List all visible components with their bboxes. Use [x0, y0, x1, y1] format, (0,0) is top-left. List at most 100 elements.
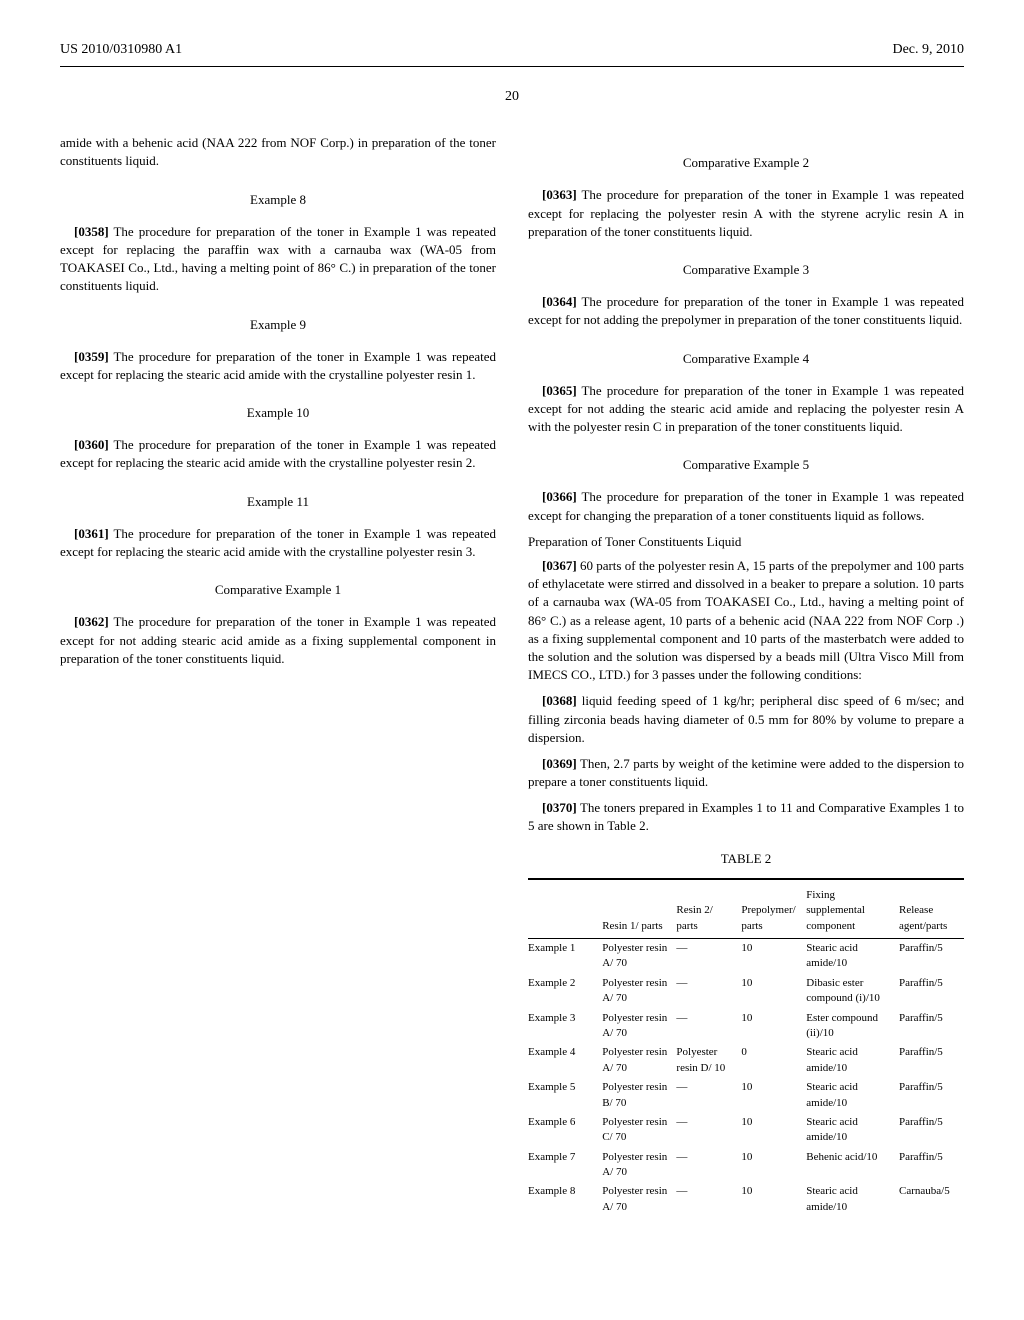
paragraph-number: [0367]	[542, 558, 577, 573]
paragraph-number: [0370]	[542, 800, 577, 815]
table-header-cell: Release agent/parts	[899, 884, 964, 939]
paragraph-number: [0368]	[542, 693, 577, 708]
table-cell: Polyester resin A/ 70	[602, 1148, 676, 1183]
paragraph-number: [0362]	[74, 614, 109, 629]
paragraph-text: The procedure for preparation of the ton…	[60, 526, 496, 559]
paragraph-number: [0358]	[74, 224, 109, 239]
table-row: Example 6Polyester resin C/ 70—10Stearic…	[528, 1113, 964, 1148]
right-column: Comparative Example 2 [0363] The procedur…	[528, 134, 964, 1217]
paragraph-text: The procedure for preparation of the ton…	[528, 294, 964, 327]
table-cell: 10	[741, 1182, 806, 1217]
table-row: Example 3Polyester resin A/ 70—10Ester c…	[528, 1009, 964, 1044]
header-rule	[60, 66, 964, 67]
table-row: Example 7Polyester resin A/ 70—10Behenic…	[528, 1148, 964, 1183]
table-cell: Stearic acid amide/10	[806, 938, 899, 973]
table-header-cell	[528, 884, 602, 939]
paragraph: [0368] liquid feeding speed of 1 kg/hr; …	[528, 692, 964, 747]
table-header-cell: Resin 2/ parts	[676, 884, 741, 939]
table-cell: 10	[741, 1148, 806, 1183]
table-cell: Polyester resin A/ 70	[602, 1043, 676, 1078]
table-cell: Example 2	[528, 974, 602, 1009]
section-title: Example 10	[60, 404, 496, 422]
table-cell: Polyester resin A/ 70	[602, 1182, 676, 1217]
section-title: Comparative Example 2	[528, 154, 964, 172]
table-cell: 10	[741, 974, 806, 1009]
paragraph-number: [0360]	[74, 437, 109, 452]
table-cell: Polyester resin A/ 70	[602, 974, 676, 1009]
table-cell: —	[676, 1078, 741, 1113]
paragraph-number: [0364]	[542, 294, 577, 309]
table-cell: Stearic acid amide/10	[806, 1078, 899, 1113]
table-cell: Example 7	[528, 1148, 602, 1183]
paragraph-text: The toners prepared in Examples 1 to 11 …	[528, 800, 964, 833]
paragraph: [0358] The procedure for preparation of …	[60, 223, 496, 296]
table-2: Resin 1/ partsResin 2/ partsPrepolymer/ …	[528, 878, 964, 1217]
paragraph-number: [0365]	[542, 383, 577, 398]
section-title: Comparative Example 5	[528, 456, 964, 474]
section-title: Comparative Example 3	[528, 261, 964, 279]
table-cell: Stearic acid amide/10	[806, 1182, 899, 1217]
table-cell: 10	[741, 1009, 806, 1044]
table-cell: 10	[741, 1113, 806, 1148]
paragraph: [0363] The procedure for preparation of …	[528, 186, 964, 241]
table-header-cell: Resin 1/ parts	[602, 884, 676, 939]
table-cell: Polyester resin B/ 70	[602, 1078, 676, 1113]
paragraph: [0359] The procedure for preparation of …	[60, 348, 496, 384]
paragraph: [0361] The procedure for preparation of …	[60, 525, 496, 561]
continuation-fragment: amide with a behenic acid (NAA 222 from …	[60, 134, 496, 170]
table-cell: 0	[741, 1043, 806, 1078]
table-cell: Dibasic ester compound (i)/10	[806, 974, 899, 1009]
table-cell: Stearic acid amide/10	[806, 1043, 899, 1078]
sub-heading: Preparation of Toner Constituents Liquid	[528, 533, 964, 551]
table-cell: —	[676, 1148, 741, 1183]
paragraph: [0364] The procedure for preparation of …	[528, 293, 964, 329]
paragraph-text: liquid feeding speed of 1 kg/hr; periphe…	[528, 693, 964, 744]
paragraph: [0362] The procedure for preparation of …	[60, 613, 496, 668]
paragraph-text: The procedure for preparation of the ton…	[60, 349, 496, 382]
table-cell: Example 3	[528, 1009, 602, 1044]
table-cell: —	[676, 1182, 741, 1217]
table-header-cell: Fixing supplemental component	[806, 884, 899, 939]
paragraph: [0367] 60 parts of the polyester resin A…	[528, 557, 964, 684]
table-cell: Paraffin/5	[899, 1113, 964, 1148]
table-cell: Stearic acid amide/10	[806, 1113, 899, 1148]
table-cell: 10	[741, 938, 806, 973]
table-cell: 10	[741, 1078, 806, 1113]
paragraph: [0370] The toners prepared in Examples 1…	[528, 799, 964, 835]
table-cell: Paraffin/5	[899, 1148, 964, 1183]
table-cell: Behenic acid/10	[806, 1148, 899, 1183]
table-cell: Paraffin/5	[899, 1043, 964, 1078]
section-title: Comparative Example 1	[60, 581, 496, 599]
paragraph-number: [0369]	[542, 756, 577, 771]
paragraph: [0366] The procedure for preparation of …	[528, 488, 964, 524]
table-row: Example 4Polyester resin A/ 70Polyester …	[528, 1043, 964, 1078]
table-cell: Paraffin/5	[899, 938, 964, 973]
table-caption: TABLE 2	[528, 850, 964, 868]
table-cell: —	[676, 1009, 741, 1044]
table-row: Example 1Polyester resin A/ 70—10Stearic…	[528, 938, 964, 973]
table-cell: Example 5	[528, 1078, 602, 1113]
table-cell: Paraffin/5	[899, 1009, 964, 1044]
pub-date: Dec. 9, 2010	[892, 40, 964, 60]
table-row: Example 5Polyester resin B/ 70—10Stearic…	[528, 1078, 964, 1113]
paragraph-text: Then, 2.7 parts by weight of the ketimin…	[528, 756, 964, 789]
paragraph-text: The procedure for preparation of the ton…	[60, 614, 496, 665]
section-title: Example 8	[60, 191, 496, 209]
paragraph-text: The procedure for preparation of the ton…	[528, 489, 964, 522]
section-title: Example 11	[60, 493, 496, 511]
two-column-layout: amide with a behenic acid (NAA 222 from …	[60, 134, 964, 1217]
paragraph-text: The procedure for preparation of the ton…	[528, 383, 964, 434]
table-cell: Example 4	[528, 1043, 602, 1078]
paragraph-number: [0359]	[74, 349, 109, 364]
table-cell: Ester compound (ii)/10	[806, 1009, 899, 1044]
section-title: Example 9	[60, 316, 496, 334]
table-cell: Carnauba/5	[899, 1182, 964, 1217]
table-cell: Paraffin/5	[899, 1078, 964, 1113]
paragraph-text: The procedure for preparation of the ton…	[528, 187, 964, 238]
table-cell: —	[676, 974, 741, 1009]
table-row: Example 2Polyester resin A/ 70—10Dibasic…	[528, 974, 964, 1009]
paragraph-number: [0361]	[74, 526, 109, 541]
page-number: 20	[60, 87, 964, 107]
paragraph: [0369] Then, 2.7 parts by weight of the …	[528, 755, 964, 791]
paragraph: [0360] The procedure for preparation of …	[60, 436, 496, 472]
